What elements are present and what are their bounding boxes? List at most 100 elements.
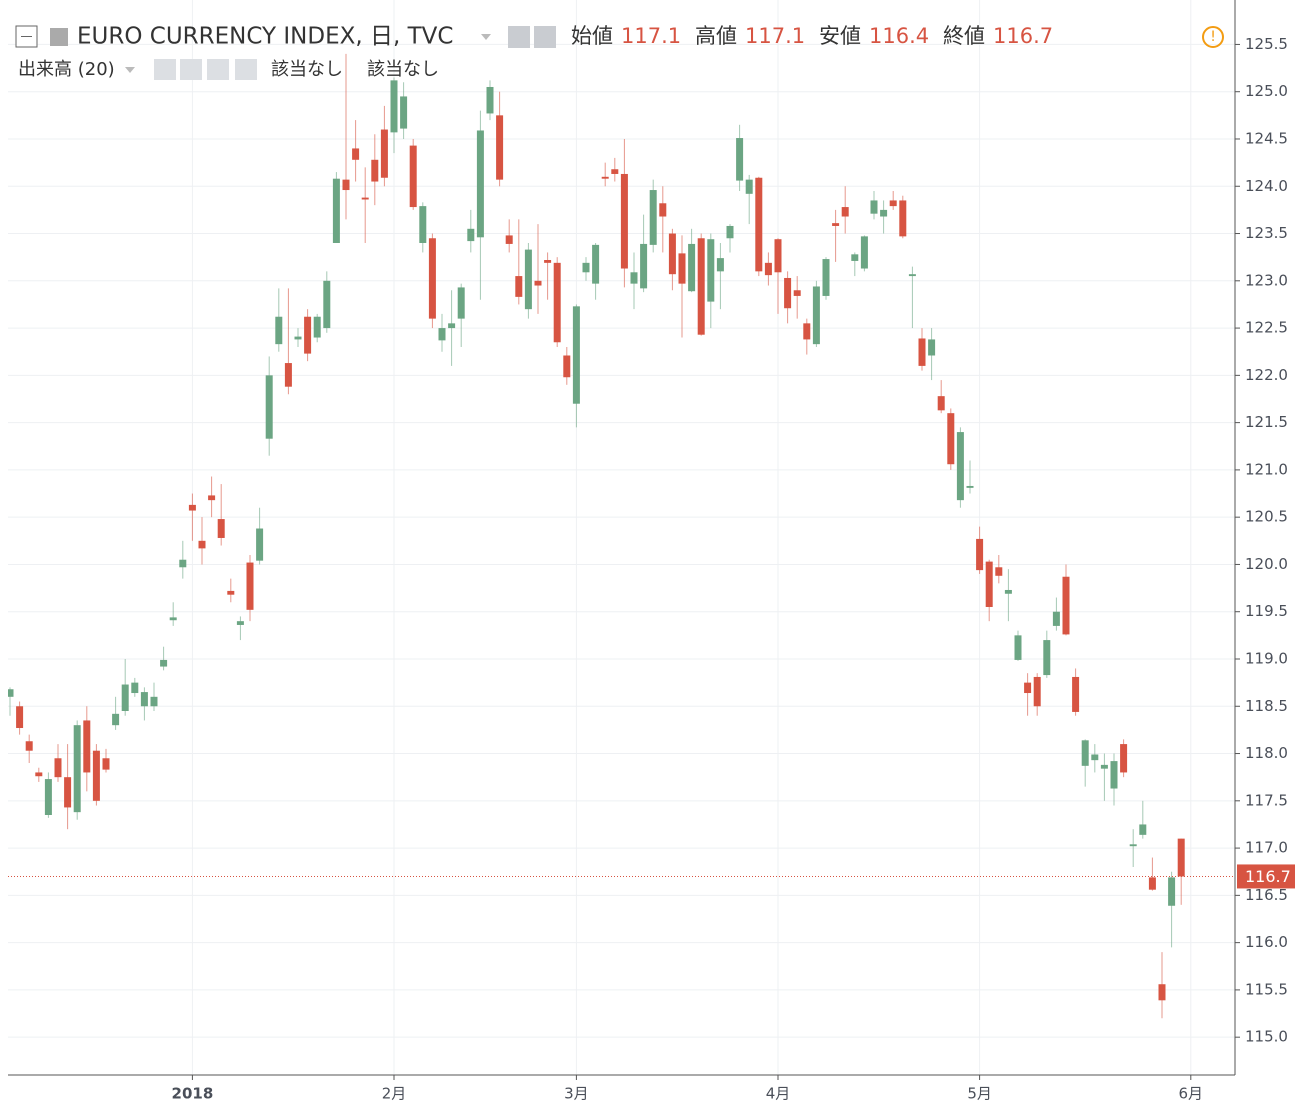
candle-body (707, 239, 715, 302)
y-tick-label: 121.0 (1245, 460, 1288, 478)
candle-body (544, 260, 552, 263)
y-tick-label: 120.0 (1245, 555, 1288, 573)
candle-body (755, 177, 763, 272)
candle-body (54, 758, 62, 778)
candle-body (448, 323, 456, 329)
ohlc-value: 117.1 (621, 24, 681, 48)
candle-body (985, 561, 993, 607)
dropdown-icon[interactable] (481, 34, 491, 40)
y-tick-label: 120.5 (1245, 508, 1288, 526)
candle-body (313, 316, 321, 338)
candle-body (870, 200, 878, 214)
candle-body (150, 696, 158, 707)
ohlc-legend: 始値 117.1 高値 117.1 安値 116.4 終値 116.7 (571, 24, 1053, 48)
candle-body (784, 277, 792, 309)
y-tick-label: 115.0 (1245, 1028, 1288, 1046)
candle-body (112, 713, 120, 726)
candle-body (1004, 589, 1012, 594)
candle-body (217, 519, 225, 538)
candle-body (505, 235, 513, 244)
candle-body (822, 259, 830, 296)
candle-body (169, 617, 177, 621)
candle-body (1120, 744, 1128, 773)
candle-body (524, 249, 532, 310)
candle-body (611, 169, 619, 174)
candle-body (716, 258, 724, 272)
candles (6, 53, 1185, 1019)
ohlc-value: 116.4 (869, 24, 929, 48)
candle-body (352, 148, 360, 160)
candle-body (16, 706, 24, 729)
candle-body (131, 682, 139, 694)
candle-body (592, 244, 600, 284)
y-tick-label: 122.0 (1245, 366, 1288, 384)
candle-body (467, 228, 475, 242)
candle-body (160, 659, 168, 667)
warning-icon[interactable] (1202, 26, 1224, 48)
candle-body (476, 130, 484, 238)
candle-body (361, 197, 369, 200)
candle-body (889, 200, 897, 207)
last-price-label: 116.7 (1245, 867, 1291, 886)
x-tick-label: 4月 (766, 1085, 791, 1103)
candle-body (860, 236, 868, 269)
y-tick-label: 124.0 (1245, 177, 1288, 195)
eye-button[interactable] (154, 59, 176, 80)
candle-body (601, 176, 609, 179)
candle-body (640, 243, 648, 289)
candle-body (726, 225, 734, 239)
candle-body (304, 316, 312, 354)
candle-body (332, 178, 340, 243)
candle-body (908, 274, 916, 277)
candle-body (1062, 576, 1070, 635)
candle-body (1177, 838, 1185, 877)
candle-body (899, 200, 907, 237)
candle-body (572, 306, 580, 404)
candle-body (851, 254, 859, 261)
candle-body (208, 495, 216, 501)
candle-body (1072, 676, 1080, 712)
settings-button[interactable] (180, 59, 202, 80)
candle-body (736, 138, 744, 181)
candle-body (668, 233, 676, 275)
candle-body (486, 86, 494, 114)
candle-body (102, 758, 110, 770)
candle-body (774, 239, 782, 273)
y-tick-label: 119.5 (1245, 602, 1288, 620)
candle-body (438, 328, 446, 341)
candle-body (188, 504, 196, 511)
eye-button[interactable] (508, 26, 530, 48)
candle-body (64, 777, 72, 808)
dropdown-icon[interactable] (125, 67, 135, 73)
candle-body (697, 238, 705, 335)
candle-body (284, 363, 292, 387)
y-tick-label: 125.5 (1245, 35, 1288, 53)
candle-body (995, 567, 1003, 576)
candle-body (937, 396, 945, 411)
candle-body (630, 272, 638, 284)
candle-body (841, 207, 849, 217)
candle-body (1129, 844, 1137, 847)
add-button[interactable] (207, 59, 229, 80)
candle-body (764, 262, 772, 276)
settings-button[interactable] (534, 26, 556, 48)
last-price-tag (1237, 864, 1295, 889)
y-tick-label: 116.0 (1245, 933, 1288, 951)
volume-value: 該当なし (367, 59, 439, 80)
y-tick-label: 118.0 (1245, 744, 1288, 762)
candle-body (265, 375, 273, 439)
candle-body (380, 129, 388, 178)
candle-body (275, 316, 283, 345)
y-tick-label: 117.5 (1245, 791, 1288, 809)
flag-icon (50, 28, 68, 46)
candle-body (534, 280, 542, 286)
close-button[interactable] (235, 59, 257, 80)
ohlc-label: 高値 (695, 24, 737, 48)
candle-body (515, 276, 523, 297)
candle-body (928, 339, 936, 356)
candle-body (496, 115, 504, 180)
y-tick-label: 125.0 (1245, 82, 1288, 100)
